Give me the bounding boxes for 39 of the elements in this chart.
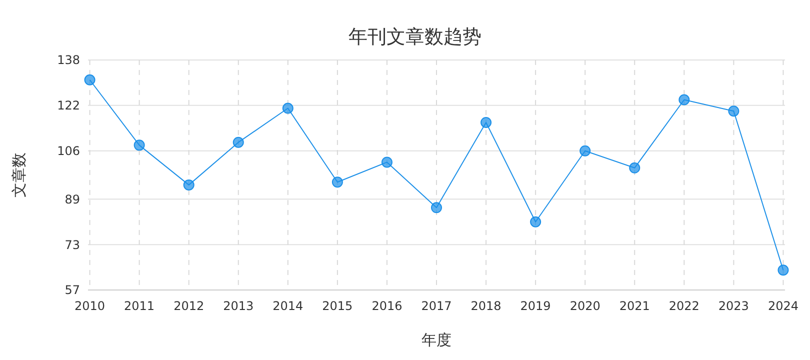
point xyxy=(282,102,294,114)
point xyxy=(728,106,740,117)
point xyxy=(530,216,542,228)
x-tick-label: 2019 xyxy=(520,299,551,313)
point xyxy=(629,162,640,174)
x-tick-label: 2011 xyxy=(124,299,155,313)
point xyxy=(480,116,492,128)
x-tick-label: 2017 xyxy=(421,299,452,313)
point xyxy=(678,94,690,106)
chart-title: 年刊文章数趋势 xyxy=(348,26,482,48)
point xyxy=(134,140,145,151)
y-tick-label: 89 xyxy=(64,192,80,206)
x-tick-label: 2010 xyxy=(74,299,106,313)
y-tick-label: 138 xyxy=(57,53,80,68)
y-tick-label: 73 xyxy=(64,238,80,252)
point xyxy=(332,176,343,188)
x-tick-label: 2018 xyxy=(470,299,502,313)
x-tick-label: 2012 xyxy=(174,299,204,313)
y-tick-label: 57 xyxy=(64,283,80,298)
point xyxy=(778,264,789,276)
point xyxy=(84,74,96,86)
x-tick-label: 2021 xyxy=(619,299,650,313)
x-tick-label: 2015 xyxy=(322,299,353,313)
point xyxy=(381,156,392,168)
point xyxy=(580,145,591,156)
x-tick-label: 2023 xyxy=(718,299,749,313)
x-tick-label: 2014 xyxy=(272,299,304,313)
x-axis-title: 年度 xyxy=(422,331,452,349)
y-axis-title: 文章数 xyxy=(10,152,28,198)
x-tick-label: 2013 xyxy=(223,299,254,313)
point xyxy=(431,202,442,214)
x-tick-label: 2024 xyxy=(768,299,798,313)
point xyxy=(183,179,194,190)
y-tick-label: 106 xyxy=(57,144,80,158)
x-tick-label: 2020 xyxy=(570,299,600,313)
point xyxy=(232,136,244,148)
y-tick-label: 122 xyxy=(57,98,80,113)
x-tick-label: 2016 xyxy=(372,299,402,313)
x-tick-label: 2022 xyxy=(668,299,700,313)
